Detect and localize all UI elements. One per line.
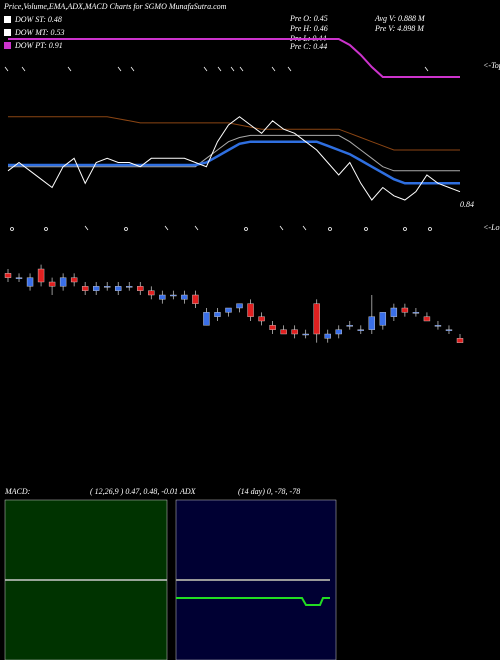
candle-body [92, 286, 100, 291]
candle-body [159, 294, 166, 300]
candle-body [445, 329, 453, 331]
candle-body [247, 303, 254, 317]
candle-body [192, 294, 199, 304]
legend-label: DOW PT: 0.91 [14, 41, 63, 50]
stat: Pre H: 0.46 [289, 24, 328, 33]
candle-body [434, 325, 442, 327]
candle-body [412, 312, 420, 314]
title: Price,Volume,EMA,ADX,MACD Charts for SGM… [3, 2, 227, 11]
candle-body [280, 329, 287, 335]
candle-body [4, 273, 12, 278]
adx-label: ADX [179, 487, 197, 496]
candle-body [401, 307, 409, 313]
legend-swatch [4, 29, 11, 36]
tops-label: <-Tops [483, 61, 500, 70]
candle-body [48, 281, 56, 287]
dow-line [8, 38, 460, 78]
candle-body [81, 286, 89, 291]
candle-body [203, 312, 210, 326]
candle-body [59, 277, 67, 287]
legend-swatch [4, 16, 11, 23]
stat: Pre O: 0.45 [289, 14, 328, 23]
adx-di-line [176, 597, 330, 606]
macd-label: MACD: [4, 487, 31, 496]
candle-body [357, 329, 364, 331]
adx-params: (14 day) 0, -78, -78 [238, 487, 300, 496]
candle-body [137, 286, 144, 291]
candle-body [115, 286, 122, 291]
ema-line [8, 116, 460, 151]
candle-body [269, 325, 276, 330]
candle-body [302, 333, 309, 336]
candle-body [379, 312, 387, 326]
candle-body [104, 286, 111, 288]
candle-body [148, 290, 155, 296]
legend-swatch [4, 42, 11, 49]
candle-body [335, 329, 342, 335]
candle-body [170, 294, 177, 297]
ema-line [7, 116, 461, 201]
price-label: 0.84 [460, 200, 474, 209]
candle-body [313, 303, 320, 335]
stat: Avg V: 0.888 M [374, 14, 426, 23]
candle-body [70, 277, 78, 283]
candle-body [423, 316, 431, 322]
candle-body [15, 277, 23, 279]
top-markers [4, 66, 429, 72]
low-markers [10, 225, 432, 231]
candle-body [236, 303, 243, 309]
candle-body [37, 268, 45, 283]
candle-body [390, 307, 398, 317]
ema-line [8, 134, 460, 172]
candle-body [181, 294, 188, 300]
candle-body [26, 277, 34, 287]
stat: Pre C: 0.44 [289, 42, 327, 51]
ema-line [8, 140, 460, 185]
candle-body [258, 316, 265, 322]
candle-body [346, 325, 353, 327]
lows-label: <-Lows [483, 223, 500, 232]
candle-body [126, 286, 133, 288]
stat: Pre V: 4.898 M [374, 24, 425, 33]
legend-label: DOW MT: 0.53 [14, 28, 65, 37]
candle-body [456, 338, 464, 343]
candle-body [324, 333, 331, 339]
candle-body [368, 316, 376, 330]
macd-params: ( 12,26,9 ) 0.47, 0.48, -0.01 [90, 487, 178, 496]
candle-body [225, 307, 232, 313]
legend-label: DOW ST: 0.48 [14, 15, 62, 24]
candle-body [291, 329, 298, 335]
candle-body [214, 312, 221, 317]
